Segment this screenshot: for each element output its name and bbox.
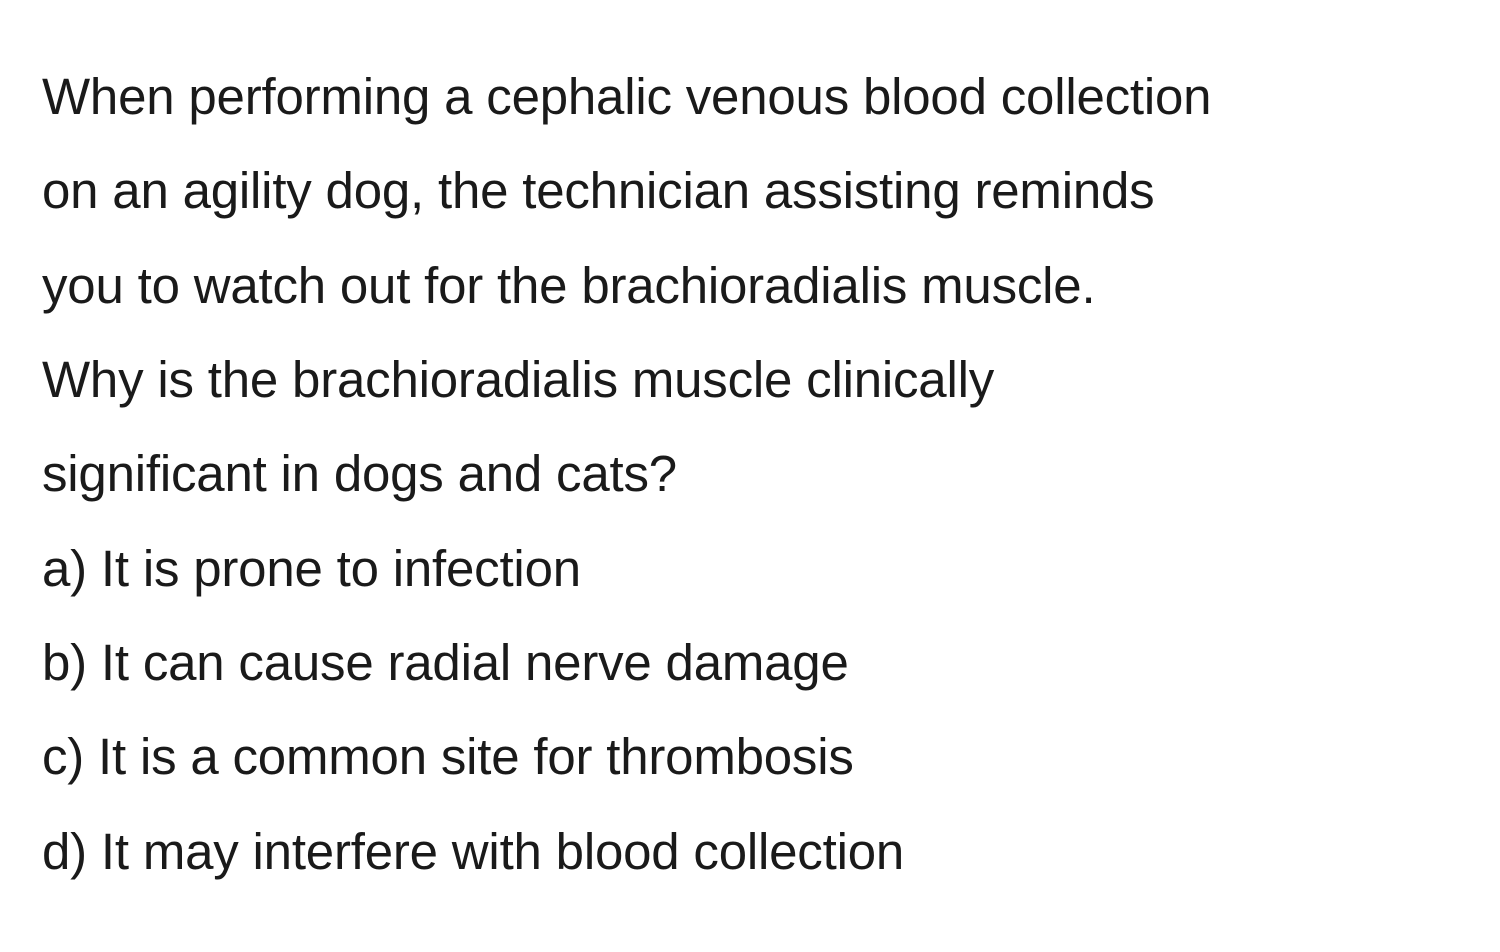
option-b: b) It can cause radial nerve damage: [42, 616, 1458, 710]
question-line-2: on an agility dog, the technician assist…: [42, 144, 1458, 238]
question-line-5: significant in dogs and cats?: [42, 427, 1458, 521]
option-a: a) It is prone to infection: [42, 522, 1458, 616]
question-page: When performing a cephalic venous blood …: [0, 0, 1500, 899]
question-line-4: Why is the brachioradialis muscle clinic…: [42, 333, 1458, 427]
option-c: c) It is a common site for thrombosis: [42, 710, 1458, 804]
question-line-1: When performing a cephalic venous blood …: [42, 50, 1458, 144]
question-line-3: you to watch out for the brachioradialis…: [42, 239, 1458, 333]
option-d: d) It may interfere with blood collectio…: [42, 805, 1458, 899]
